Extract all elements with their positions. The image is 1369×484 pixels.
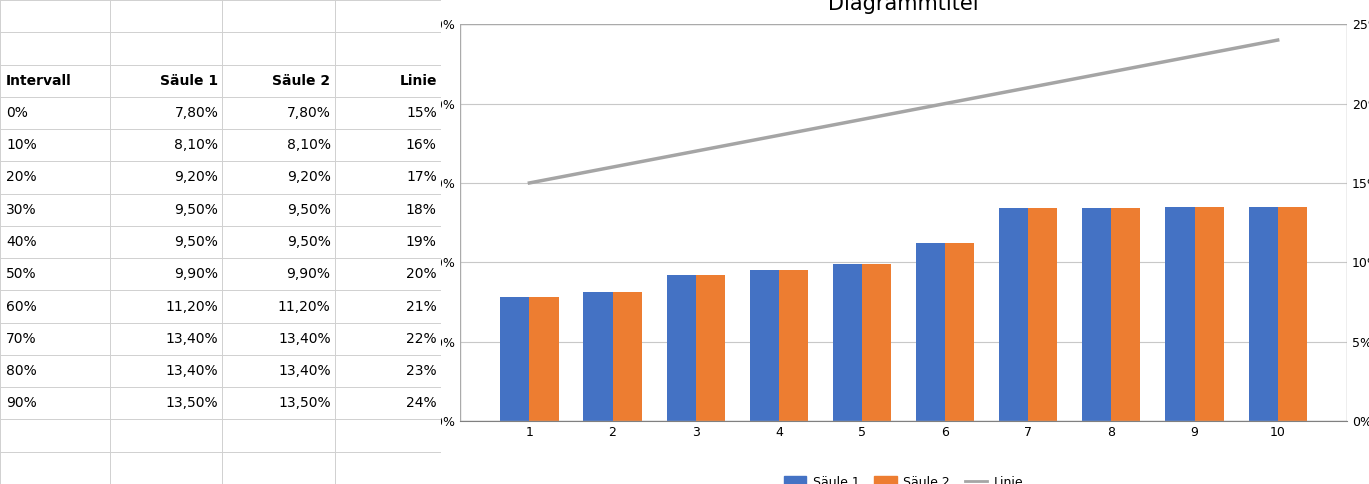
Bar: [0, 420, 441, 452]
Text: 80%: 80%: [5, 364, 37, 378]
Bar: [0, 226, 441, 258]
Bar: [583, 292, 612, 421]
Bar: [1028, 208, 1057, 421]
Text: 13,40%: 13,40%: [278, 364, 330, 378]
Text: 9,50%: 9,50%: [286, 235, 330, 249]
Text: 23%: 23%: [407, 364, 437, 378]
Text: Säule 1: Säule 1: [160, 74, 219, 88]
Text: 9,20%: 9,20%: [286, 170, 330, 184]
Text: 16%: 16%: [407, 138, 437, 152]
Bar: [0, 129, 441, 161]
Text: 13,50%: 13,50%: [166, 396, 219, 410]
Text: 13,40%: 13,40%: [166, 364, 219, 378]
Bar: [0, 290, 441, 323]
Text: 10%: 10%: [5, 138, 37, 152]
Bar: [0, 452, 441, 484]
Text: 15%: 15%: [407, 106, 437, 120]
Text: 30%: 30%: [5, 203, 37, 217]
Bar: [0, 0, 441, 32]
Text: 22%: 22%: [407, 332, 437, 346]
Bar: [500, 297, 530, 421]
Text: 70%: 70%: [5, 332, 37, 346]
Text: 18%: 18%: [407, 203, 437, 217]
Text: 21%: 21%: [407, 300, 437, 314]
Bar: [0, 258, 441, 290]
Text: Intervall: Intervall: [5, 74, 71, 88]
Text: 9,20%: 9,20%: [174, 170, 219, 184]
Bar: [0, 64, 441, 97]
Text: 17%: 17%: [407, 170, 437, 184]
Text: 11,20%: 11,20%: [166, 300, 219, 314]
Bar: [1165, 207, 1195, 421]
Text: 8,10%: 8,10%: [174, 138, 219, 152]
Title: Diagrammtitel: Diagrammtitel: [828, 0, 979, 15]
Text: 9,90%: 9,90%: [286, 267, 330, 281]
Bar: [0, 161, 441, 194]
Bar: [1083, 208, 1112, 421]
Text: 24%: 24%: [407, 396, 437, 410]
Bar: [0, 97, 441, 129]
Text: 20%: 20%: [407, 267, 437, 281]
Bar: [916, 243, 945, 421]
Text: Linie: Linie: [400, 74, 437, 88]
Text: Säule 2: Säule 2: [272, 74, 330, 88]
Text: 7,80%: 7,80%: [286, 106, 330, 120]
Bar: [0, 387, 441, 420]
Text: 0%: 0%: [5, 106, 27, 120]
Text: 60%: 60%: [5, 300, 37, 314]
Bar: [779, 270, 808, 421]
Text: 7,80%: 7,80%: [174, 106, 219, 120]
Legend: Säule 1, Säule 2, Linie: Säule 1, Säule 2, Linie: [779, 471, 1028, 484]
Text: 9,50%: 9,50%: [174, 203, 219, 217]
Text: 13,50%: 13,50%: [278, 396, 330, 410]
Text: 8,10%: 8,10%: [286, 138, 330, 152]
Bar: [1112, 208, 1140, 421]
Bar: [1249, 207, 1277, 421]
Text: 9,50%: 9,50%: [174, 235, 219, 249]
Bar: [667, 275, 695, 421]
Bar: [0, 194, 441, 226]
Text: 50%: 50%: [5, 267, 37, 281]
Bar: [695, 275, 724, 421]
Text: 11,20%: 11,20%: [278, 300, 330, 314]
Text: 9,50%: 9,50%: [286, 203, 330, 217]
Bar: [0, 323, 441, 355]
Text: 9,90%: 9,90%: [174, 267, 219, 281]
Text: 40%: 40%: [5, 235, 37, 249]
Bar: [750, 270, 779, 421]
Bar: [1277, 207, 1307, 421]
Bar: [999, 208, 1028, 421]
Bar: [862, 264, 891, 421]
Text: 13,40%: 13,40%: [278, 332, 330, 346]
Bar: [945, 243, 975, 421]
Text: 13,40%: 13,40%: [166, 332, 219, 346]
Bar: [832, 264, 862, 421]
Text: 19%: 19%: [407, 235, 437, 249]
Bar: [612, 292, 642, 421]
Text: 90%: 90%: [5, 396, 37, 410]
Bar: [0, 32, 441, 64]
Bar: [530, 297, 559, 421]
Bar: [0, 355, 441, 387]
Text: 20%: 20%: [5, 170, 37, 184]
Bar: [1195, 207, 1224, 421]
